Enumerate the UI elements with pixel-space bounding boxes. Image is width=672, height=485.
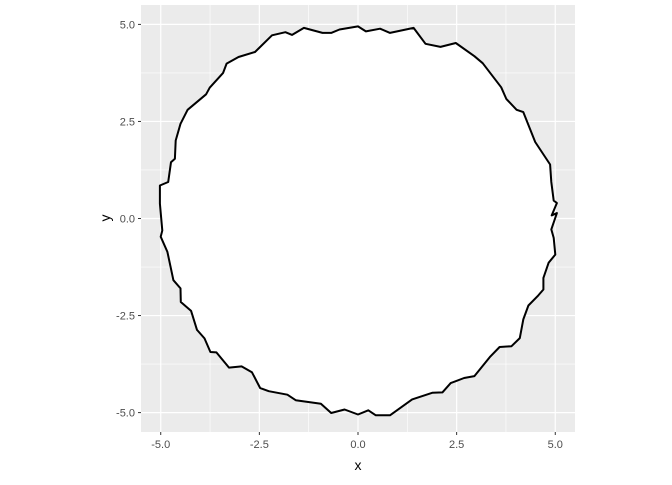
x-tick-label: 0.0 (350, 439, 365, 451)
x-axis: -5.0 -2.5 0.0 2.5 5.0 (151, 432, 563, 451)
x-tick-label: 2.5 (449, 439, 464, 451)
x-tick-label: -2.5 (250, 439, 269, 451)
x-tick-label: -5.0 (151, 439, 170, 451)
y-tick-label: -2.5 (116, 311, 135, 323)
y-axis-title: y (97, 215, 113, 222)
y-tick-label: 2.5 (120, 116, 135, 128)
y-tick-label: -5.0 (116, 408, 135, 420)
data-polygon (158, 25, 558, 417)
y-tick-label: 0.0 (120, 214, 135, 226)
x-tick-label: 5.0 (548, 439, 563, 451)
y-axis: -5.0 -2.5 0.0 2.5 5.0 (116, 19, 141, 420)
y-tick-label: 5.0 (120, 19, 135, 31)
x-axis-title: x (355, 457, 362, 473)
